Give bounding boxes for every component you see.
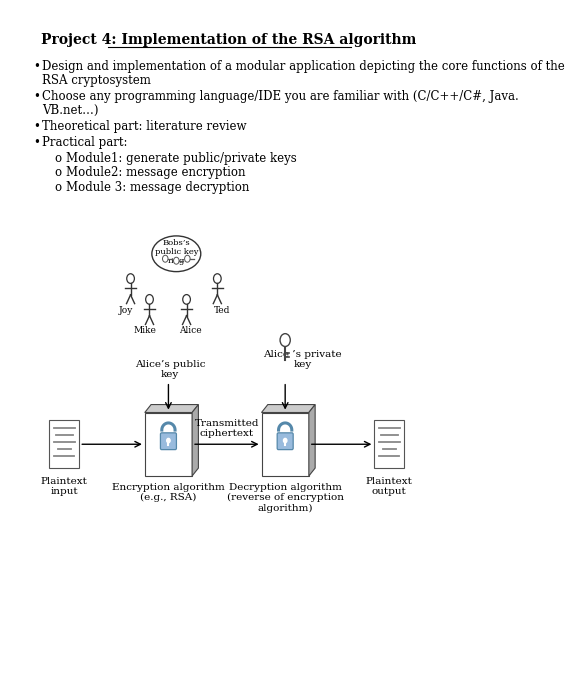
Text: RSA cryptosystem: RSA cryptosystem xyxy=(42,74,151,88)
Circle shape xyxy=(174,257,179,264)
Polygon shape xyxy=(262,405,315,412)
Text: •: • xyxy=(33,120,40,133)
Circle shape xyxy=(145,295,154,304)
Polygon shape xyxy=(145,405,198,412)
Text: Joy: Joy xyxy=(118,306,133,314)
FancyBboxPatch shape xyxy=(160,433,177,449)
Text: VB.net…): VB.net…) xyxy=(42,104,99,117)
Text: Plaintext
input: Plaintext input xyxy=(41,477,88,496)
Text: Choose any programming language/IDE you are familiar with (C/C++/C#, Java.: Choose any programming language/IDE you … xyxy=(42,90,519,103)
Polygon shape xyxy=(309,405,315,476)
Circle shape xyxy=(126,274,135,284)
Text: Bobs’s
public key
ring: Bobs’s public key ring xyxy=(155,239,198,265)
Text: o: o xyxy=(55,167,62,179)
Text: •: • xyxy=(33,90,40,103)
Text: Module1: generate public/private keys: Module1: generate public/private keys xyxy=(66,152,297,164)
Text: •: • xyxy=(33,60,40,74)
Circle shape xyxy=(280,334,290,346)
Circle shape xyxy=(183,295,190,304)
Text: Alice ’s private
key: Alice ’s private key xyxy=(263,350,342,370)
Text: •: • xyxy=(33,136,40,148)
Text: Practical part:: Practical part: xyxy=(42,136,128,148)
Text: Theoretical part: literature review: Theoretical part: literature review xyxy=(42,120,247,133)
Text: Design and implementation of a modular application depicting the core functions : Design and implementation of a modular a… xyxy=(42,60,565,74)
Text: Encryption algorithm
(e.g., RSA): Encryption algorithm (e.g., RSA) xyxy=(112,483,225,503)
Polygon shape xyxy=(49,421,79,468)
Circle shape xyxy=(167,438,170,442)
Text: Alice’s public
key: Alice’s public key xyxy=(135,360,205,379)
Text: Module2: message encryption: Module2: message encryption xyxy=(66,167,246,179)
Polygon shape xyxy=(374,421,404,468)
Text: Alice: Alice xyxy=(179,326,202,335)
Text: Module 3: message decryption: Module 3: message decryption xyxy=(66,181,249,195)
Text: Mike: Mike xyxy=(133,326,156,335)
FancyBboxPatch shape xyxy=(277,433,293,449)
Text: o: o xyxy=(55,152,62,164)
Text: o: o xyxy=(55,181,62,195)
Polygon shape xyxy=(262,412,309,476)
Circle shape xyxy=(185,256,190,262)
Circle shape xyxy=(283,438,287,442)
Text: Plaintext
output: Plaintext output xyxy=(366,477,413,496)
Text: Transmitted
ciphertext: Transmitted ciphertext xyxy=(194,419,259,438)
Text: Ted: Ted xyxy=(214,306,230,314)
Text: Project 4: Implementation of the RSA algorithm: Project 4: Implementation of the RSA alg… xyxy=(41,34,417,48)
Circle shape xyxy=(163,256,168,262)
Ellipse shape xyxy=(152,236,201,272)
Polygon shape xyxy=(145,412,192,476)
Polygon shape xyxy=(192,405,198,476)
Circle shape xyxy=(213,274,221,284)
Text: Decryption algorithm
(reverse of encryption
algorithm): Decryption algorithm (reverse of encrypt… xyxy=(227,483,344,513)
